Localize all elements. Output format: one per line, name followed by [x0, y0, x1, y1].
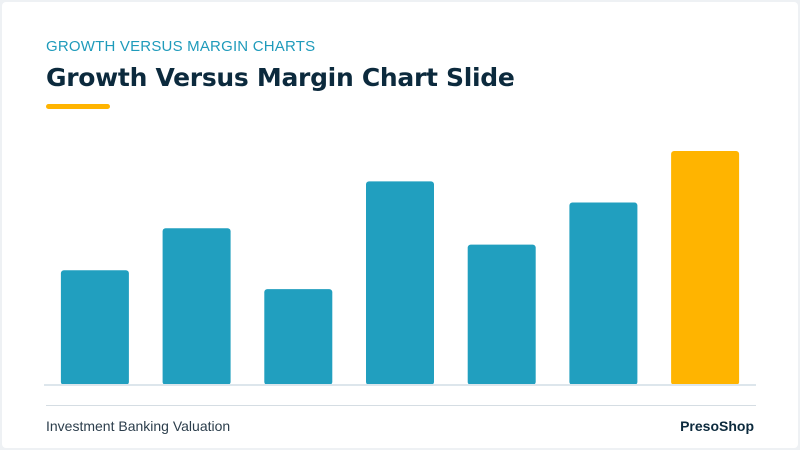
bar-6 — [569, 202, 638, 385]
slide-kicker: GROWTH VERSUS MARGIN CHARTS — [46, 38, 316, 55]
bar-3 — [264, 289, 333, 385]
bar-2 — [162, 228, 231, 385]
bars-group — [60, 151, 740, 385]
bar-5 — [467, 244, 536, 385]
bar-highlight — [671, 151, 740, 385]
footer-left-text: Investment Banking Valuation — [46, 418, 231, 434]
title-accent-underline — [46, 104, 110, 109]
slide-title: Growth Versus Margin Chart Slide — [46, 63, 515, 92]
footer-divider — [46, 405, 756, 406]
bar-4 — [366, 181, 434, 385]
bar-1 — [60, 270, 129, 385]
footer-brand: PresoShop — [680, 418, 754, 434]
